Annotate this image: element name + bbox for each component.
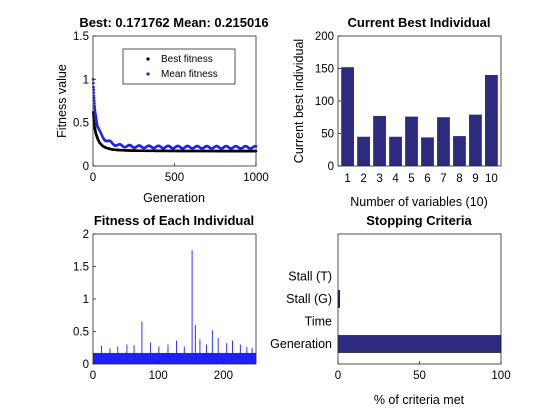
- fitness-plot: Best: 0.171762 Mean: 0.215016 Generation…: [55, 15, 269, 205]
- fitness-plot-ytick-label: 0.5: [73, 118, 89, 130]
- best-individual-bar: [405, 116, 418, 166]
- mean-fitness-point: [92, 85, 95, 89]
- best-individual-bar: [437, 117, 450, 166]
- individual-fitness-ytick-label: 1: [83, 294, 89, 306]
- best-individual-ytick-label: 50: [321, 129, 334, 141]
- stopping-criteria-title: Stopping Criteria: [366, 213, 472, 228]
- mean-fitness-point: [93, 99, 96, 103]
- best-individual-plot: Current Best Individual Number of variab…: [292, 15, 502, 209]
- best-individual-xtick-label: 9: [472, 173, 478, 185]
- legend-box: [122, 48, 236, 85]
- best-individual-ytick-label: 150: [315, 64, 334, 76]
- fitness-plot-ytick-label: 1.5: [73, 31, 89, 43]
- best-individual-xtick-label: 5: [408, 173, 414, 185]
- best-individual-xlabel: Number of variables (10): [350, 195, 488, 209]
- individual-fitness-plot: Fitness of Each Individual 0 100 200 0 0.5 1 1…: [73, 213, 257, 382]
- best-individual-title: Current Best Individual: [347, 15, 490, 30]
- individual-fitness-xtick-label: 100: [149, 370, 168, 382]
- stopping-criteria-category-label: Time: [305, 315, 332, 329]
- best-individual-xtick-label: 7: [440, 173, 446, 185]
- best-individual-bar: [469, 114, 482, 166]
- legend-label-best: Best fitness: [161, 54, 213, 65]
- individual-fitness-base: [93, 352, 256, 364]
- mean-fitness-point: [93, 106, 97, 110]
- individual-fitness-ytick-label: 0: [83, 359, 89, 371]
- fitness-plot-xtick-label: 0: [90, 172, 96, 184]
- legend-marker-best: [146, 57, 150, 61]
- stopping-criteria-category-label: Stall (G): [286, 292, 332, 306]
- individual-fitness-ytick-label: 0.5: [73, 327, 89, 339]
- best-individual-bar: [373, 115, 386, 166]
- stopping-criteria-plot: Stopping Criteria % of criteria met Gene…: [270, 213, 510, 407]
- stopping-criteria-xlabel: % of criteria met: [374, 393, 465, 407]
- fitness-plot-xtick-label: 500: [165, 172, 184, 184]
- best-individual-xtick-label: 2: [360, 173, 366, 185]
- individual-fitness-ytick-label: 2: [83, 229, 89, 241]
- individual-fitness-xtick-label: 0: [90, 370, 96, 382]
- mean-fitness-point: [92, 96, 96, 100]
- fitness-plot-title: Best: 0.171762 Mean: 0.215016: [79, 15, 268, 30]
- best-individual-bar: [341, 67, 354, 166]
- best-individual-xtick-label: 6: [424, 173, 430, 185]
- legend-marker-mean: [146, 72, 150, 76]
- best-individual-ytick-label: 0: [328, 161, 334, 173]
- best-individual-bar: [485, 75, 498, 166]
- fitness-plot-ytick-label: 0: [83, 161, 89, 173]
- stopping-criteria-xtick-label: 50: [413, 370, 426, 382]
- best-individual-xtick-label: 1: [344, 173, 350, 185]
- individual-fitness-xtick-label: 200: [214, 370, 233, 382]
- fitness-plot-xtick-label: 1000: [243, 172, 269, 184]
- stopping-criteria-category-label: Generation: [270, 337, 332, 351]
- best-individual-xtick-label: 10: [485, 173, 498, 185]
- legend-label-mean: Mean fitness: [161, 69, 218, 80]
- individual-fitness-axes-box: [92, 233, 257, 365]
- best-individual-ylabel: Current best individual: [292, 39, 306, 163]
- best-individual-bar: [389, 136, 402, 166]
- stopping-criteria-xtick-label: 0: [335, 370, 341, 382]
- individual-fitness-ytick-label: 1.5: [73, 262, 89, 274]
- best-individual-bar: [357, 136, 370, 166]
- stopping-criteria-category-label: Stall (T): [288, 270, 332, 284]
- best-individual-xtick-label: 4: [392, 173, 399, 185]
- best-individual-bar: [453, 136, 466, 166]
- individual-fitness-title: Fitness of Each Individual: [94, 213, 254, 228]
- fitness-plot-ytick-label: 1: [83, 74, 89, 86]
- best-individual-bar: [421, 137, 434, 166]
- stopping-criteria-xtick-label: 100: [491, 370, 510, 382]
- fitness-plot-xlabel: Generation: [143, 191, 205, 205]
- mean-fitness-point: [93, 102, 96, 105]
- mean-fitness-point: [93, 104, 96, 108]
- best-individual-ytick-label: 100: [315, 96, 334, 108]
- fitness-plot-legend: Best fitness Mean fitness: [122, 48, 236, 85]
- fitness-plot-ylabel: Fitness value: [55, 64, 69, 138]
- stopping-criteria-bar: [337, 335, 502, 353]
- best-individual-xtick-label: 3: [376, 173, 382, 185]
- best-individual-xtick-label: 8: [456, 173, 462, 185]
- best-individual-ytick-label: 200: [315, 31, 334, 43]
